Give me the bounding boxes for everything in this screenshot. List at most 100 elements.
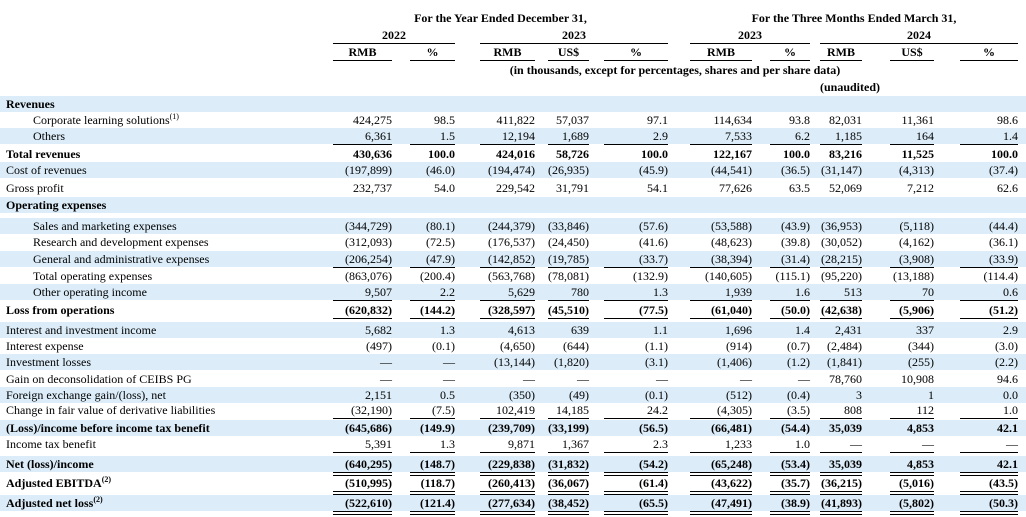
row-label: General and administrative expenses <box>33 252 210 266</box>
cell-value: (31,147) <box>821 163 862 177</box>
cell-value: (863,076) <box>345 269 392 283</box>
sum-rule <box>960 452 1018 453</box>
cell-value: (0.1) <box>432 339 455 353</box>
cell-value: 2.9 <box>653 129 668 143</box>
cell-value: 122,167 <box>713 147 752 161</box>
cell-value: (51.2) <box>989 303 1018 317</box>
cell-value: (24,450) <box>548 235 589 249</box>
cell-value: 1.3 <box>440 323 455 337</box>
cell-value: (65.5) <box>639 496 668 510</box>
cell-value: (33,199) <box>548 421 589 435</box>
column-rule <box>410 60 455 61</box>
cell-value: (3.1) <box>645 355 668 369</box>
cell-value: 1.3 <box>653 285 668 299</box>
sum-rule <box>690 318 752 319</box>
column-header: % <box>630 45 642 59</box>
cell-value: 98.5 <box>434 113 455 127</box>
cell-value: 1.3 <box>440 437 455 451</box>
footnote-mark: (1) <box>169 112 179 121</box>
sum-rule <box>410 452 455 453</box>
cell-value: 35,039 <box>829 457 862 471</box>
cell-value: (46.0) <box>426 163 455 177</box>
cell-value: 54.0 <box>434 181 455 195</box>
cell-value: 780 <box>571 285 589 299</box>
cell-value: (4,313) <box>899 163 934 177</box>
cell-value: 102,419 <box>496 403 535 417</box>
cell-value: 337 <box>916 323 934 337</box>
cell-value: — <box>922 437 934 451</box>
column-header: US$ <box>557 45 580 59</box>
column-rule <box>480 60 535 61</box>
year-header: 2023 <box>738 28 762 42</box>
cell-value: (3.5) <box>787 403 810 417</box>
total-rule <box>960 491 1018 495</box>
sum-rule <box>690 267 752 268</box>
cell-value: (200.4) <box>420 269 455 283</box>
sum-rule <box>410 267 455 268</box>
sum-rule <box>410 318 455 319</box>
total-rule <box>410 491 455 495</box>
cell-value: 97.1 <box>647 113 668 127</box>
cell-value: (28,215) <box>821 252 862 266</box>
cell-value: 424,275 <box>353 113 392 127</box>
total-rule <box>410 511 455 515</box>
total-rule <box>480 511 535 515</box>
cell-value: (4,305) <box>717 403 752 417</box>
cell-value: 1.0 <box>795 437 810 451</box>
year-rule <box>333 43 455 44</box>
total-rule <box>960 511 1018 515</box>
cell-value: — <box>380 355 392 369</box>
cell-value: (54.4) <box>781 421 810 435</box>
column-header: RMB <box>707 45 735 59</box>
cell-value: — <box>523 372 535 386</box>
cell-value: (41,893) <box>821 496 862 510</box>
cell-value: (53,588) <box>711 219 752 233</box>
column-rule <box>890 60 934 61</box>
total-rule <box>604 491 668 495</box>
column-rule <box>604 60 668 61</box>
cell-value: (61,040) <box>711 303 752 317</box>
total-rule <box>820 511 862 515</box>
cell-value: 2,151 <box>365 388 392 402</box>
cell-value: (56.5) <box>639 421 668 435</box>
row-label: Interest and investment income <box>6 323 157 337</box>
cell-value: (344,729) <box>345 219 392 233</box>
column-rule <box>690 60 752 61</box>
cell-value: (36,067) <box>548 476 589 490</box>
cell-value: (61.4) <box>639 476 668 490</box>
cell-value: (522,610) <box>345 496 392 510</box>
cell-value: (47.9) <box>426 252 455 266</box>
cell-value: (26,935) <box>548 163 589 177</box>
sum-rule <box>410 300 455 301</box>
cell-value: 4,613 <box>508 323 535 337</box>
cell-value: (5,906) <box>899 303 934 317</box>
cell-value: 114,634 <box>713 113 752 127</box>
cell-value: 2.9 <box>1003 323 1018 337</box>
sum-rule <box>890 318 934 319</box>
cell-value: (36,953) <box>821 219 862 233</box>
cell-value: 2.3 <box>653 437 668 451</box>
cell-value: (620,832) <box>345 303 392 317</box>
cell-value: 1.1 <box>653 323 668 337</box>
cell-value: 411,822 <box>496 113 535 127</box>
cell-value: 70 <box>922 285 934 299</box>
total-rule <box>480 472 535 476</box>
total-rule <box>690 491 752 495</box>
sum-rule <box>960 300 1018 301</box>
cell-value: (563,768) <box>488 269 535 283</box>
cell-value: 639 <box>571 323 589 337</box>
row-label: Other operating income <box>33 285 147 299</box>
sum-rule <box>604 418 668 419</box>
cell-value: (118.7) <box>420 476 455 490</box>
cell-value: (512) <box>726 388 752 402</box>
row-label: Total operating expenses <box>33 269 153 283</box>
cell-value: (31,832) <box>548 457 589 471</box>
cell-value: (2,484) <box>827 339 862 353</box>
cell-value: 1,185 <box>835 129 862 143</box>
cell-value: (140,605) <box>705 269 752 283</box>
sum-rule <box>548 318 589 319</box>
cell-value: 63.5 <box>789 181 810 195</box>
cell-value: 3 <box>856 388 862 402</box>
total-rule <box>890 511 934 515</box>
total-rule <box>770 511 810 515</box>
